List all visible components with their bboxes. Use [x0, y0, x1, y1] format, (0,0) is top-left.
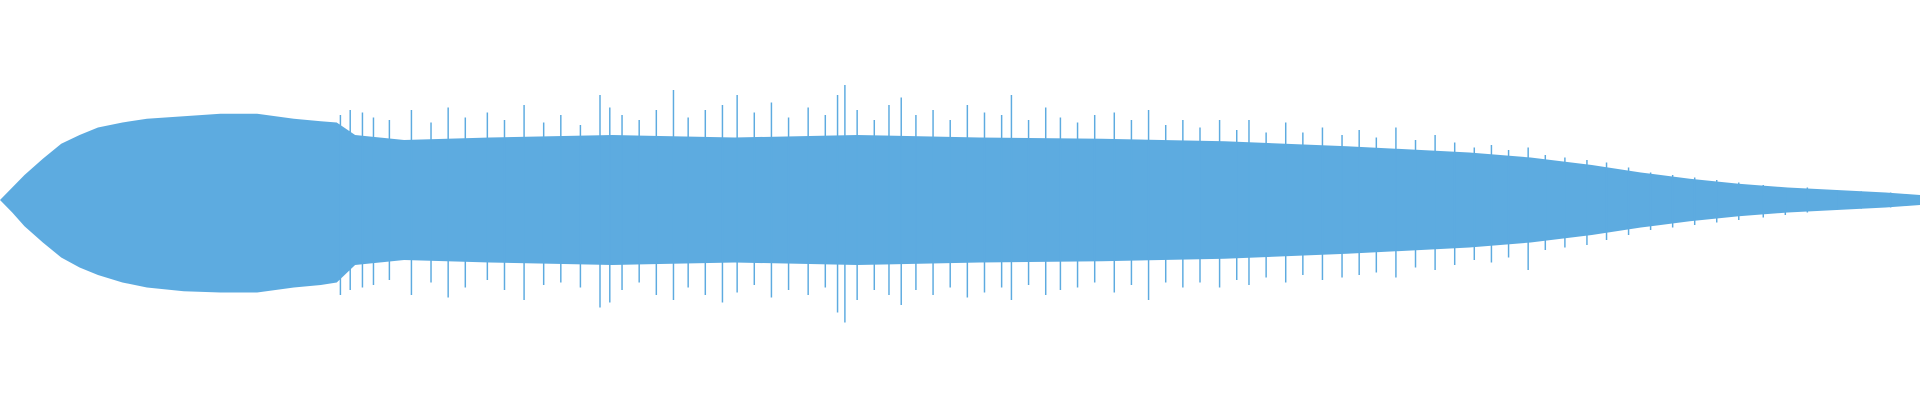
waveform-body — [0, 113, 1920, 293]
waveform-peaks — [339, 85, 1892, 323]
waveform — [0, 113, 1920, 293]
